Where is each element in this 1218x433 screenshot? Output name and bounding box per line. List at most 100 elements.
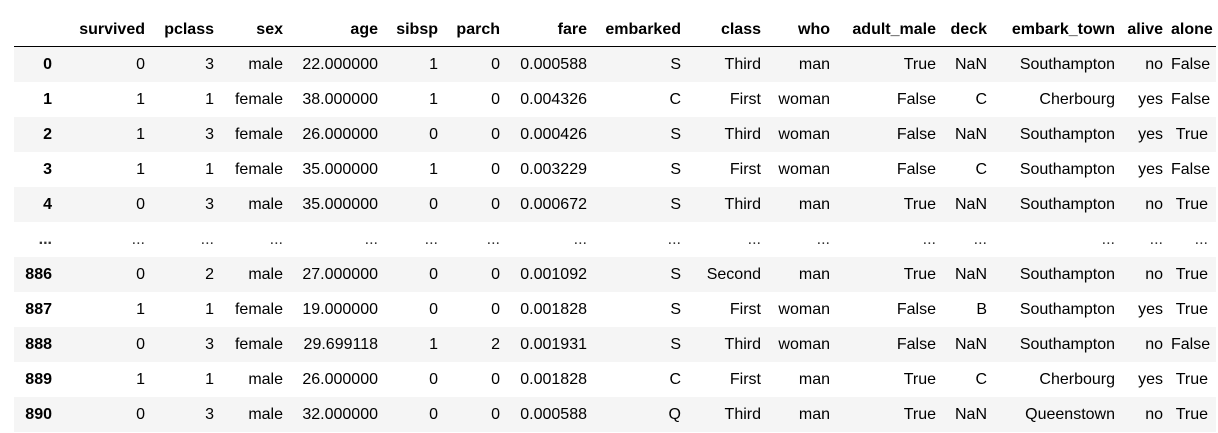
cell-alive: no bbox=[1145, 195, 1163, 213]
cell-fare: 0.001828 bbox=[520, 300, 587, 318]
cell-sibsp: ... bbox=[424, 230, 438, 248]
cell-sex: male bbox=[248, 55, 283, 73]
cell-alive: yes bbox=[1138, 125, 1163, 143]
row-index: 889 bbox=[25, 370, 52, 388]
cell-class: Third bbox=[724, 405, 761, 423]
cell-embark-town: Queenstown bbox=[1025, 405, 1115, 423]
column-header-age: age bbox=[291, 13, 386, 47]
row-index: 886 bbox=[25, 265, 52, 283]
cell-who: man bbox=[798, 370, 830, 388]
row-index: 3 bbox=[43, 160, 52, 178]
cell-sex: female bbox=[234, 125, 283, 143]
cell-parch: 0 bbox=[491, 300, 500, 318]
cell-age: 38.000000 bbox=[302, 90, 378, 108]
cell-who: woman bbox=[778, 125, 830, 143]
cell-sex: male bbox=[248, 405, 283, 423]
cell-deck: NaN bbox=[954, 125, 987, 143]
cell-deck: C bbox=[975, 160, 987, 178]
cell-deck: NaN bbox=[954, 335, 987, 353]
cell-adult-male: True bbox=[903, 265, 936, 283]
cell-survived: 1 bbox=[136, 160, 145, 178]
table-header: survived pclass sex age sibsp parch fare embark… bbox=[14, 13, 1216, 47]
cell-alive: no bbox=[1145, 55, 1163, 73]
cell-sibsp: 1 bbox=[429, 335, 438, 353]
ellipsis-row: ........................................… bbox=[14, 221, 1216, 257]
cell-sibsp: 0 bbox=[429, 265, 438, 283]
cell-who: woman bbox=[778, 300, 830, 318]
cell-class: ... bbox=[747, 230, 761, 248]
cell-pclass: ... bbox=[200, 230, 214, 248]
cell-sibsp: 1 bbox=[429, 90, 438, 108]
cell-age: 22.000000 bbox=[302, 55, 378, 73]
table-body: 0 0 3 male 22.000000 1 0 0.000588 S Third man True N… bbox=[14, 46, 1216, 432]
cell-sibsp: 0 bbox=[429, 300, 438, 318]
cell-age: 26.000000 bbox=[302, 370, 378, 388]
column-header-class: class bbox=[689, 13, 769, 47]
cell-deck: ... bbox=[973, 230, 987, 248]
cell-who: woman bbox=[778, 90, 830, 108]
cell-class: Third bbox=[724, 195, 761, 213]
cell-alive: yes bbox=[1138, 300, 1163, 318]
cell-alive: yes bbox=[1138, 160, 1163, 178]
cell-alone: False bbox=[1171, 160, 1211, 178]
cell-sibsp: 0 bbox=[429, 405, 438, 423]
cell-alone: True bbox=[1175, 405, 1208, 423]
cell-who: man bbox=[798, 195, 830, 213]
row-index: 890 bbox=[25, 405, 52, 423]
cell-embarked: S bbox=[670, 160, 681, 178]
cell-embarked: S bbox=[670, 195, 681, 213]
cell-fare: 0.000588 bbox=[520, 405, 587, 423]
cell-sex: female bbox=[234, 335, 283, 353]
cell-age: 32.000000 bbox=[302, 405, 378, 423]
cell-age: 35.000000 bbox=[302, 195, 378, 213]
cell-adult-male: False bbox=[896, 160, 936, 178]
cell-adult-male: True bbox=[903, 195, 936, 213]
cell-embark-town: Cherbourg bbox=[1039, 90, 1115, 108]
column-header-pclass: pclass bbox=[153, 13, 222, 47]
column-header-survived: survived bbox=[60, 13, 153, 47]
cell-adult-male: ... bbox=[922, 230, 936, 248]
cell-embark-town: Cherbourg bbox=[1039, 370, 1115, 388]
cell-embark-town: Southampton bbox=[1019, 335, 1115, 353]
row-index: 887 bbox=[25, 300, 52, 318]
cell-pclass: 1 bbox=[205, 160, 214, 178]
cell-class: First bbox=[729, 370, 761, 388]
cell-survived: 1 bbox=[136, 300, 145, 318]
cell-survived: ... bbox=[131, 230, 145, 248]
row-index: 888 bbox=[25, 335, 52, 353]
cell-deck: C bbox=[975, 370, 987, 388]
table-row: 1 1 1 female 38.000000 1 0 0.004326 C First woman F… bbox=[14, 81, 1216, 117]
cell-survived: 0 bbox=[136, 335, 145, 353]
cell-alone: False bbox=[1171, 335, 1211, 353]
cell-deck: NaN bbox=[954, 265, 987, 283]
cell-embarked: S bbox=[670, 125, 681, 143]
cell-embarked: C bbox=[669, 90, 681, 108]
cell-alone: False bbox=[1171, 55, 1211, 73]
cell-parch: 2 bbox=[491, 335, 500, 353]
cell-sibsp: 1 bbox=[429, 160, 438, 178]
cell-class: Second bbox=[706, 265, 761, 283]
column-header-embark-town: embark_town bbox=[995, 13, 1123, 47]
cell-who: man bbox=[798, 55, 830, 73]
row-index: 4 bbox=[43, 195, 52, 213]
cell-age: 27.000000 bbox=[302, 265, 378, 283]
cell-sibsp: 1 bbox=[429, 55, 438, 73]
table-row: 3 1 1 female 35.000000 1 0 0.003229 S First woman F… bbox=[14, 151, 1216, 187]
cell-alone: True bbox=[1175, 265, 1208, 283]
cell-adult-male: False bbox=[896, 335, 936, 353]
row-index: 2 bbox=[43, 125, 52, 143]
cell-parch: 0 bbox=[491, 90, 500, 108]
row-index: 1 bbox=[43, 90, 52, 108]
cell-sex: female bbox=[234, 90, 283, 108]
cell-class: First bbox=[729, 160, 761, 178]
cell-survived: 0 bbox=[136, 265, 145, 283]
cell-embarked: S bbox=[670, 300, 681, 318]
cell-parch: ... bbox=[486, 230, 500, 248]
cell-pclass: 3 bbox=[205, 405, 214, 423]
cell-embark-town: Southampton bbox=[1019, 55, 1115, 73]
cell-pclass: 1 bbox=[205, 300, 214, 318]
cell-parch: 0 bbox=[491, 55, 500, 73]
cell-parch: 0 bbox=[491, 195, 500, 213]
cell-sex: male bbox=[248, 265, 283, 283]
cell-sibsp: 0 bbox=[429, 195, 438, 213]
